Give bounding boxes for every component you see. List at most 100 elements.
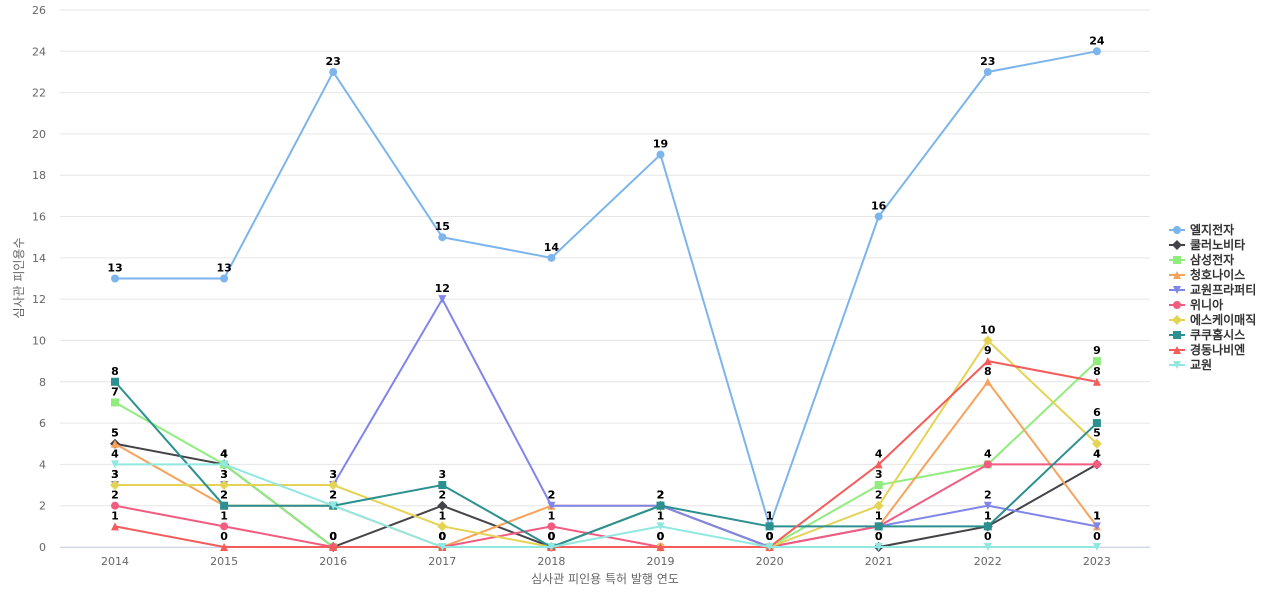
data-label: 1 [1093,509,1101,522]
data-point[interactable] [438,481,447,490]
series-line[interactable] [115,50,1098,530]
legend-label: 교원 [1190,358,1212,372]
data-point[interactable] [328,480,339,491]
series-line[interactable] [115,463,1097,548]
legend-item[interactable]: 교원프라퍼티 [1169,282,1256,297]
data-point[interactable] [874,460,883,469]
series-line[interactable] [114,360,1098,548]
legend-marker[interactable] [1173,331,1181,339]
data-label: 0 [438,530,446,543]
data-label: 19 [653,138,668,151]
data-point[interactable] [983,460,992,469]
data-point[interactable] [1092,460,1101,469]
data-point[interactable] [1092,419,1101,428]
data-point[interactable] [656,543,665,551]
data-point[interactable] [1092,377,1101,386]
data-point[interactable] [1092,357,1101,366]
data-point[interactable] [220,274,229,283]
data-point[interactable] [111,501,119,510]
data-label: 0 [766,530,774,543]
data-point[interactable] [329,501,338,510]
legend-marker[interactable] [1173,271,1181,279]
legend-marker[interactable] [1172,240,1182,250]
data-point[interactable] [1091,438,1102,449]
data-point[interactable] [982,335,993,346]
legend-item[interactable]: 경동나비엔 [1169,342,1245,357]
legend-marker[interactable] [1172,315,1182,325]
y-tick-label: 22 [32,87,46,100]
data-point[interactable] [656,150,665,159]
data-point[interactable] [329,67,338,76]
x-tick-label: 2014 [101,555,129,568]
data-point[interactable] [111,377,119,386]
data-label: 4 [984,447,992,460]
data-point[interactable] [656,501,665,510]
data-label: 7 [111,385,119,398]
data-point[interactable] [873,500,884,511]
data-point[interactable] [111,460,119,469]
data-point[interactable] [111,439,119,448]
data-point[interactable] [220,501,229,510]
data-point[interactable] [220,543,229,551]
legend-item[interactable]: 교원 [1169,358,1212,372]
legend-marker[interactable] [1173,286,1181,294]
legend-label: 쿨러노비타 [1190,237,1245,252]
data-label: 5 [1093,427,1101,440]
legend-marker[interactable] [1173,361,1181,369]
legend-marker[interactable] [1173,346,1181,354]
legend-item[interactable]: 에스케이매직 [1169,312,1256,327]
data-point[interactable] [547,543,556,551]
data-point[interactable] [219,480,230,491]
data-point[interactable] [438,543,447,551]
data-point[interactable] [1092,47,1101,56]
data-point[interactable] [983,357,992,366]
data-point[interactable] [983,543,992,551]
data-point[interactable] [1092,543,1101,551]
data-label: 2 [657,489,665,502]
data-point[interactable] [765,543,774,551]
data-point[interactable] [220,522,229,531]
data-point[interactable] [111,398,119,407]
series-line[interactable] [114,360,1098,549]
legend-item[interactable]: 엘지전자 [1169,222,1234,237]
data-point[interactable] [765,522,774,531]
legend-marker[interactable] [1173,256,1181,264]
data-point[interactable] [983,67,992,76]
legend-item[interactable]: 쿠쿠홈시스 [1169,327,1245,342]
data-point[interactable] [220,460,229,469]
legend-marker[interactable] [1173,301,1181,309]
data-label: 0 [329,530,337,543]
data-point[interactable] [438,295,447,304]
data-point[interactable] [111,522,119,531]
legend-item[interactable]: 삼성전자 [1169,252,1234,267]
data-point[interactable] [547,253,556,262]
data-point[interactable] [874,481,883,490]
series-line[interactable] [115,338,1098,548]
series-line[interactable] [114,442,1098,549]
data-point[interactable] [111,274,119,283]
data-point[interactable] [437,500,448,511]
data-point[interactable] [547,501,556,510]
legend-item[interactable]: 쿨러노비타 [1169,237,1245,252]
data-point[interactable] [1092,522,1101,531]
data-point[interactable] [547,522,556,531]
data-point[interactable] [874,543,883,551]
legend-item[interactable]: 위니아 [1169,297,1223,312]
data-point[interactable] [983,377,992,386]
series-line[interactable] [114,381,1098,549]
legend[interactable]: 엘지전자쿨러노비타삼성전자청호나이스교원프라퍼티위니아에스케이매직쿠쿠홈시스경동… [1169,222,1256,372]
data-point[interactable] [437,521,448,532]
data-point[interactable] [983,501,992,510]
data-point[interactable] [874,522,883,531]
legend-item[interactable]: 청호나이스 [1169,267,1245,282]
data-point[interactable] [656,522,665,531]
data-point[interactable] [438,233,447,242]
data-point[interactable] [983,522,992,531]
data-label: 13 [216,262,231,275]
data-point[interactable] [110,480,120,491]
data-point[interactable] [874,212,883,221]
legend-label: 위니아 [1190,297,1223,312]
legend-marker[interactable] [1173,226,1181,234]
data-point[interactable] [329,543,338,551]
x-axis-ticks: 2014 2015 2016 2017 2018 2019 2020 2021 2022 2023 [101,555,1111,568]
